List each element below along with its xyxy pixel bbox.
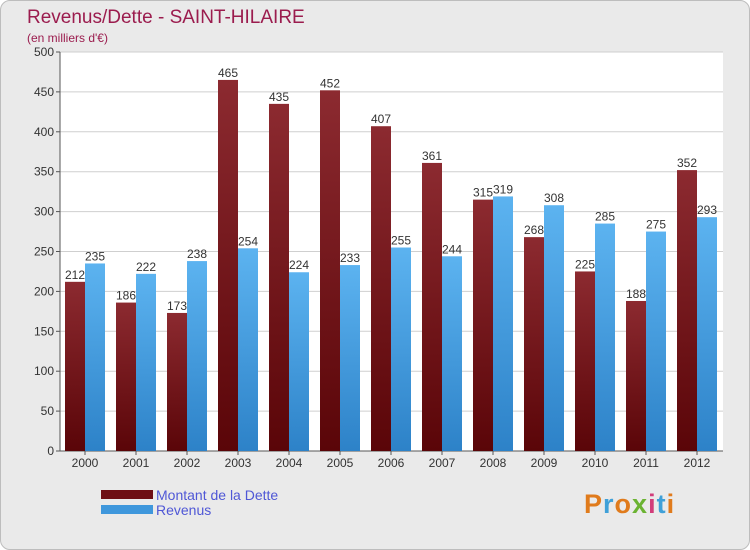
logo-letter: t [656, 489, 667, 519]
bar-revenus [544, 205, 564, 451]
chart-title: Revenus/Dette - SAINT-HILAIRE [27, 7, 305, 28]
data-label-revenus: 285 [595, 210, 615, 224]
bar-debt [320, 90, 340, 451]
bar-revenus [340, 265, 360, 451]
y-tick-label: 500 [34, 45, 54, 59]
data-label-revenus: 235 [85, 249, 105, 263]
data-label-debt: 186 [116, 289, 136, 303]
bar-debt [422, 162, 442, 451]
logo-letter: i [648, 489, 657, 519]
logo-letter: i [666, 489, 676, 519]
data-label-revenus: 222 [136, 260, 156, 274]
data-label-debt: 188 [626, 287, 646, 301]
data-label-revenus: 244 [442, 242, 462, 256]
data-label-debt: 268 [524, 223, 544, 237]
bar-debt [218, 79, 238, 452]
bar-revenus [493, 196, 513, 451]
x-tick-label: 2008 [480, 456, 507, 470]
legend-item-debt: Montant de la Dette [101, 486, 279, 503]
x-tick-label: 2005 [327, 456, 354, 470]
legend-swatch-revenus [101, 505, 153, 514]
proxiti-logo: Proxiti [584, 489, 675, 520]
data-label-debt: 361 [422, 149, 442, 163]
bar-debt [575, 271, 595, 451]
y-tick-label: 400 [34, 125, 54, 139]
x-tick-label: 2006 [378, 456, 405, 470]
x-tick-label: 2011 [633, 456, 659, 470]
data-label-debt: 407 [371, 112, 391, 126]
bar-revenus [697, 217, 717, 451]
x-tick-label: 2003 [225, 456, 252, 470]
bar-revenus [391, 247, 411, 451]
logo-letter: P [584, 489, 604, 519]
y-tick-label: 50 [41, 404, 55, 418]
bar-revenus [646, 231, 666, 451]
data-label-revenus: 224 [289, 258, 309, 272]
x-tick-label: 2000 [72, 456, 99, 470]
x-tick-label: 2001 [123, 456, 150, 470]
x-tick-label: 2007 [429, 456, 456, 470]
bar-revenus [136, 273, 156, 451]
data-label-debt: 315 [473, 186, 493, 200]
bar-debt [65, 281, 85, 451]
bar-revenus [595, 223, 615, 451]
x-tick-label: 2004 [276, 456, 303, 470]
data-label-debt: 452 [320, 76, 340, 90]
y-tick-label: 100 [34, 364, 54, 378]
legend-label-debt: Montant de la Dette [156, 486, 279, 503]
bar-revenus [85, 263, 105, 451]
y-tick-label: 300 [34, 205, 54, 219]
data-label-debt: 173 [167, 299, 187, 313]
bar-debt [116, 302, 136, 451]
data-label-revenus: 254 [238, 234, 258, 248]
data-label-debt: 465 [218, 66, 238, 80]
logo-letter: r [603, 489, 615, 519]
y-tick-label: 350 [34, 165, 54, 179]
data-label-debt: 352 [677, 156, 697, 170]
data-label-revenus: 319 [493, 182, 513, 196]
bar-revenus [289, 272, 309, 451]
bar-revenus [442, 256, 462, 451]
logo-letter: o [614, 489, 633, 519]
data-label-debt: 212 [65, 268, 85, 282]
y-tick-label: 450 [34, 85, 54, 99]
legend-item-revenus: Revenus [101, 501, 278, 518]
bar-revenus [187, 261, 207, 451]
bar-debt [167, 312, 187, 451]
y-tick-label: 200 [34, 284, 54, 298]
y-tick-label: 150 [34, 324, 54, 338]
logo-letter: x [632, 489, 649, 519]
bar-debt [524, 237, 544, 451]
data-label-debt: 225 [575, 257, 595, 271]
data-label-revenus: 255 [391, 234, 411, 248]
y-tick-label: 0 [47, 444, 54, 458]
data-label-debt: 435 [269, 90, 289, 104]
x-tick-label: 2012 [684, 456, 711, 470]
y-tick-label: 250 [34, 245, 54, 259]
legend: Montant de la Dette Revenus [101, 486, 279, 518]
chart-subtitle: (en milliers d'€) [27, 31, 108, 45]
legend-swatch-debt [101, 490, 153, 499]
data-label-revenus: 275 [646, 218, 666, 232]
x-tick-label: 2002 [174, 456, 201, 470]
x-tick-label: 2009 [531, 456, 558, 470]
bar-debt [677, 170, 697, 451]
data-label-revenus: 238 [187, 247, 207, 261]
data-label-revenus: 233 [340, 251, 360, 265]
data-label-revenus: 293 [697, 203, 717, 217]
bar-debt [269, 103, 289, 452]
bar-revenus [238, 248, 258, 451]
x-tick-label: 2010 [582, 456, 609, 470]
legend-label-revenus: Revenus [156, 501, 212, 518]
data-label-revenus: 308 [544, 191, 564, 205]
bar-debt [371, 126, 391, 452]
bar-debt [626, 300, 646, 451]
bar-debt [473, 199, 493, 451]
